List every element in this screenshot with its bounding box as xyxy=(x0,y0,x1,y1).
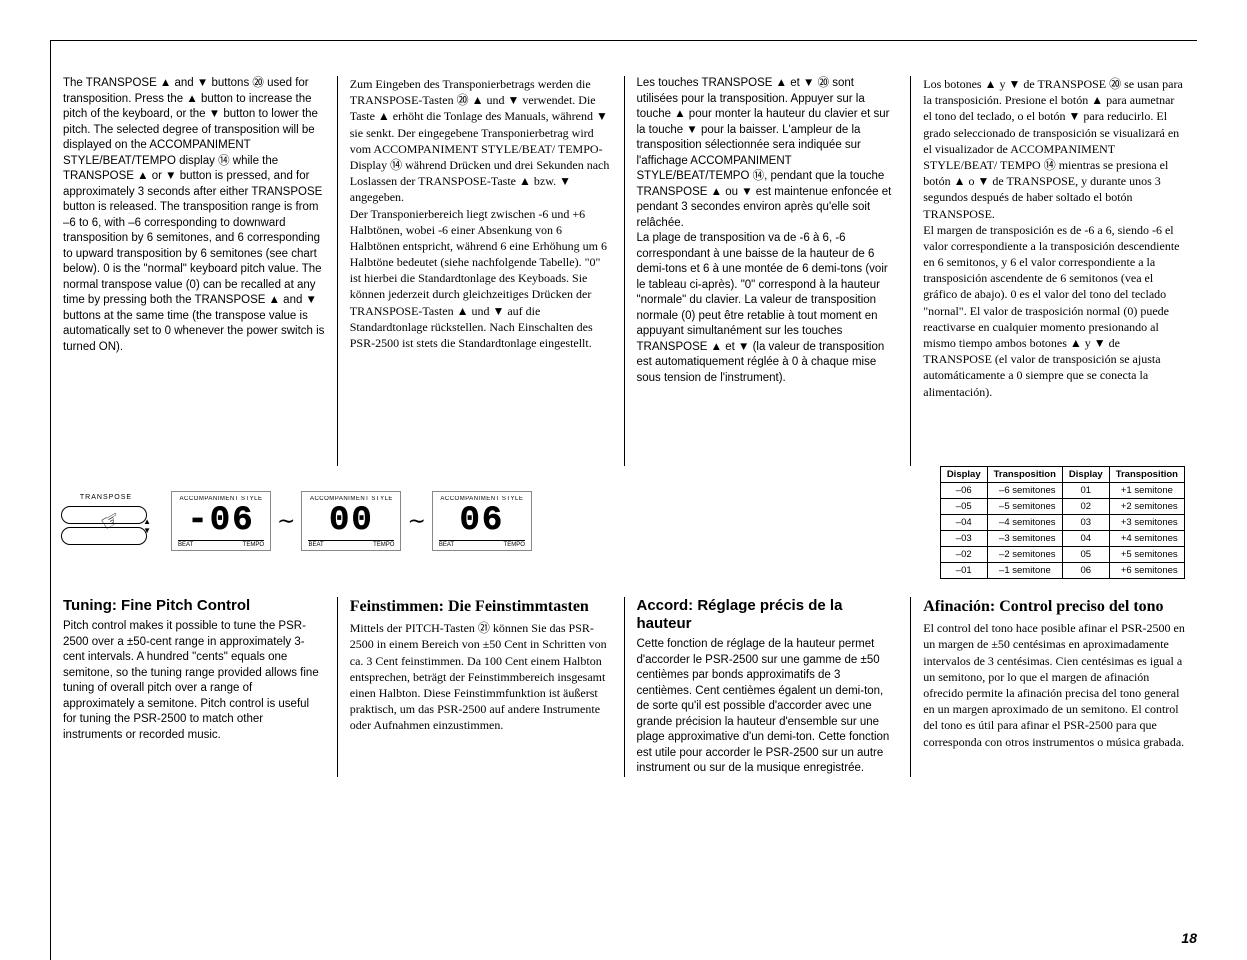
cell-disp-neg: –04 xyxy=(940,515,987,531)
cell-trans-neg: –2 semitones xyxy=(987,547,1062,563)
tuning-de: Feinstimmen: Die Feinstimmtasten Mittels… xyxy=(337,597,624,777)
tempo-label-3: TEMPO xyxy=(504,542,525,548)
cell-trans-pos: +1 semitone xyxy=(1109,483,1184,499)
tuning-body-en: Pitch control makes it possible to tune … xyxy=(63,619,325,743)
beat-label-1: BEAT xyxy=(178,542,193,548)
table-header-row: Display Transposition Display Transposit… xyxy=(940,467,1184,483)
cell-disp-pos: 03 xyxy=(1062,515,1109,531)
tuning-body-de: Mittels der PITCH-Tasten ㉑ können Sie da… xyxy=(350,620,612,733)
cell-trans-pos: +6 semitones xyxy=(1109,563,1184,579)
tuning-es: Afinación: Control preciso del tono El c… xyxy=(910,597,1197,777)
transpose-label: TRANSPOSE xyxy=(61,494,151,501)
transpose-button-graphic: TRANSPOSE ▲▼ ☞ xyxy=(61,494,151,548)
display-plus6: ACCOMPANIMENT STYLE 06 BEATTEMPO xyxy=(432,491,532,551)
table-row: –04–4 semitones03+3 semitones xyxy=(940,515,1184,531)
manual-page: The TRANSPOSE ▲ and ▼ buttons ⑳ used for… xyxy=(50,40,1197,960)
th-trans-2: Transposition xyxy=(1109,467,1184,483)
cell-trans-neg: –4 semitones xyxy=(987,515,1062,531)
page-number: 18 xyxy=(1181,930,1197,946)
col-fr: Les touches TRANSPOSE ▲ et ▼ ⑳ sont util… xyxy=(624,76,911,466)
cell-disp-pos: 04 xyxy=(1062,531,1109,547)
beat-label-3: BEAT xyxy=(439,542,454,548)
tuning-body-fr: Cette fonction de réglage de la hauteur … xyxy=(637,637,899,777)
cell-trans-pos: +3 semitones xyxy=(1109,515,1184,531)
cell-disp-neg: –05 xyxy=(940,499,987,515)
display-sequence: ACCOMPANIMENT STYLE -06 BEATTEMPO ∼ ACCO… xyxy=(171,491,532,551)
th-display-1: Display xyxy=(940,467,987,483)
tuning-en: Tuning: Fine Pitch Control Pitch control… xyxy=(51,597,337,777)
display-minus6: ACCOMPANIMENT STYLE -06 BEATTEMPO xyxy=(171,491,271,551)
cell-disp-pos: 06 xyxy=(1062,563,1109,579)
cell-trans-neg: –6 semitones xyxy=(987,483,1062,499)
tuning-heading-fr: Accord: Réglage précis de la hauteur xyxy=(637,597,899,633)
cell-disp-pos: 01 xyxy=(1062,483,1109,499)
table-row: –02–2 semitones05+5 semitones xyxy=(940,547,1184,563)
tilde-1: ∼ xyxy=(277,508,295,534)
cell-trans-pos: +5 semitones xyxy=(1109,547,1184,563)
th-trans-1: Transposition xyxy=(987,467,1062,483)
tilde-2: ∼ xyxy=(407,508,425,534)
cell-disp-neg: –02 xyxy=(940,547,987,563)
col-es: Los botones ▲ y ▼ de TRANSPOSE ⑳ se usan… xyxy=(910,76,1197,466)
cell-disp-neg: –01 xyxy=(940,563,987,579)
col-de: Zum Eingeben des Transponierbetrags werd… xyxy=(337,76,624,466)
cell-trans-neg: –1 semitone xyxy=(987,563,1062,579)
tuning-heading-de: Feinstimmen: Die Feinstimmtasten xyxy=(350,597,612,616)
tuning-body-es: El control del tono hace posible afinar … xyxy=(923,620,1185,750)
cell-trans-pos: +4 semitones xyxy=(1109,531,1184,547)
transpose-body-es: Los botones ▲ y ▼ de TRANSPOSE ⑳ se usan… xyxy=(923,76,1185,400)
tempo-label-2: TEMPO xyxy=(373,542,394,548)
tuning-heading-es: Afinación: Control preciso del tono xyxy=(923,597,1185,616)
transpose-text-columns: The TRANSPOSE ▲ and ▼ buttons ⑳ used for… xyxy=(51,76,1197,466)
table-row: –06–6 semitones01+1 semitone xyxy=(940,483,1184,499)
table-row: –03–3 semitones04+4 semitones xyxy=(940,531,1184,547)
beat-label-2: BEAT xyxy=(308,542,323,548)
table-row: –01–1 semitone06+6 semitones xyxy=(940,563,1184,579)
cell-trans-pos: +2 semitones xyxy=(1109,499,1184,515)
cell-disp-pos: 05 xyxy=(1062,547,1109,563)
table-row: –05–5 semitones02+2 semitones xyxy=(940,499,1184,515)
transpose-body-fr: Les touches TRANSPOSE ▲ et ▼ ⑳ sont util… xyxy=(637,76,899,386)
cell-trans-neg: –3 semitones xyxy=(987,531,1062,547)
transpose-body-de: Zum Eingeben des Transponierbetrags werd… xyxy=(350,76,612,351)
transposition-table: Display Transposition Display Transposit… xyxy=(940,466,1185,579)
tuning-columns: Tuning: Fine Pitch Control Pitch control… xyxy=(51,597,1197,777)
seg-digits-2: 00 xyxy=(308,504,394,538)
seg-digits-3: 06 xyxy=(439,504,525,538)
display-zero: ACCOMPANIMENT STYLE 00 BEATTEMPO xyxy=(301,491,401,551)
tuning-heading-en: Tuning: Fine Pitch Control xyxy=(63,597,325,615)
cell-disp-neg: –03 xyxy=(940,531,987,547)
tuning-fr: Accord: Réglage précis de la hauteur Cet… xyxy=(624,597,911,777)
cell-disp-pos: 02 xyxy=(1062,499,1109,515)
col-en: The TRANSPOSE ▲ and ▼ buttons ⑳ used for… xyxy=(51,76,337,466)
diagram-table-row: TRANSPOSE ▲▼ ☞ ACCOMPANIMENT STYLE -06 B… xyxy=(51,466,1197,579)
seg-digits-1: -06 xyxy=(178,504,264,538)
tempo-label-1: TEMPO xyxy=(243,542,264,548)
transpose-body-en: The TRANSPOSE ▲ and ▼ buttons ⑳ used for… xyxy=(63,76,325,355)
transpose-diagram: TRANSPOSE ▲▼ ☞ ACCOMPANIMENT STYLE -06 B… xyxy=(51,491,542,551)
cell-disp-neg: –06 xyxy=(940,483,987,499)
th-display-2: Display xyxy=(1062,467,1109,483)
cell-trans-neg: –5 semitones xyxy=(987,499,1062,515)
